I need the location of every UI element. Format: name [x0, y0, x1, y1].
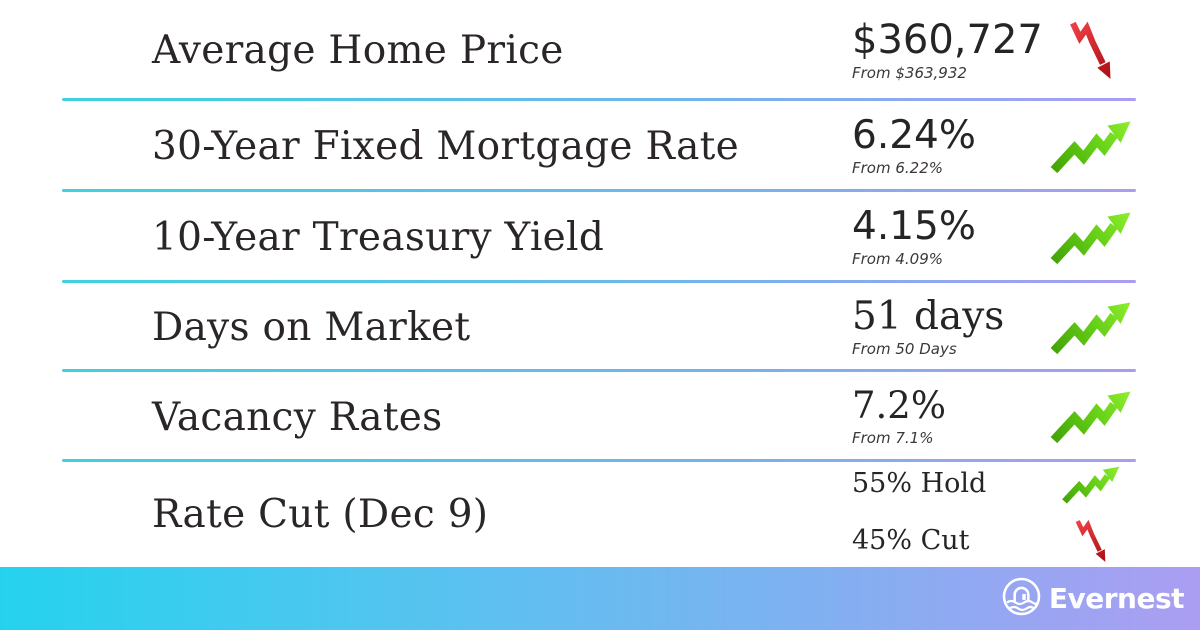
- metric-label: Rate Cut (Dec 9): [152, 492, 489, 537]
- metric-label: Days on Market: [152, 305, 471, 350]
- row-divider: [62, 369, 1136, 372]
- metric-label: 30-Year Fixed Mortgage Rate: [152, 124, 739, 169]
- metric-label: 10-Year Treasury Yield: [152, 215, 605, 260]
- metric-previous: From 4.09%: [852, 250, 944, 269]
- footer-bar: Evernest: [0, 567, 1200, 630]
- metric-label: Vacancy Rates: [152, 394, 443, 440]
- outcome-value: 45% Cut: [852, 524, 970, 556]
- row-divider: [62, 189, 1136, 192]
- trend-up-icon: [1022, 465, 1160, 505]
- row-divider: [62, 98, 1136, 101]
- metric-previous: From $363,932: [852, 64, 967, 82]
- metric-row-average-home-price: Average Home Price $360,727 From $363,93…: [0, 0, 1200, 101]
- metric-value: 4.15%: [852, 203, 976, 249]
- metric-row-rate-cut: Rate Cut (Dec 9) 55% Hold 45% Cut: [0, 462, 1200, 567]
- metric-row-mortgage-rate: 30-Year Fixed Mortgage Rate 6.24% From 6…: [0, 101, 1200, 192]
- metric-row-vacancy-rates: Vacancy Rates 7.2% From 7.1%: [0, 372, 1200, 462]
- outcome-hold: 55% Hold: [852, 465, 1160, 505]
- metric-value-block: 7.2% From 7.1%: [852, 384, 1022, 447]
- trend-up-icon: [1022, 210, 1160, 266]
- metric-value-block: 4.15% From 4.09%: [852, 203, 1022, 269]
- trend-down-icon: [1022, 19, 1160, 83]
- metric-previous: From 50 Days: [852, 340, 957, 359]
- metric-row-treasury-yield: 10-Year Treasury Yield 4.15% From 4.09%: [0, 192, 1200, 283]
- brand-wordmark: Evernest: [1048, 582, 1185, 615]
- trend-up-icon: [1022, 389, 1160, 445]
- metric-value: 51 days: [852, 293, 1005, 339]
- outcome-cut: 45% Cut: [852, 518, 1160, 565]
- row-divider: [62, 459, 1136, 462]
- metric-value: 7.2%: [852, 384, 946, 428]
- metric-previous: From 6.22%: [852, 159, 944, 178]
- evernest-logo-icon: [1001, 576, 1042, 621]
- metric-value-block: $360,727 From $363,932: [852, 17, 1043, 82]
- rate-cut-outcomes: 55% Hold 45% Cut: [852, 465, 1160, 565]
- metric-previous: From 7.1%: [852, 428, 934, 447]
- metrics-list: Average Home Price $360,727 From $363,93…: [0, 0, 1200, 567]
- metric-value: 6.24%: [852, 112, 976, 158]
- trend-up-icon: [1022, 119, 1160, 175]
- row-divider: [62, 280, 1136, 283]
- metric-value-block: 51 days From 50 Days: [852, 293, 1022, 359]
- metric-value: $360,727: [852, 17, 1043, 63]
- metric-label: Average Home Price: [152, 28, 564, 73]
- metric-row-days-on-market: Days on Market 51 days From 50 Days: [0, 283, 1200, 372]
- metric-value-block: 6.24% From 6.22%: [852, 112, 1022, 178]
- trend-down-icon: [1022, 518, 1160, 565]
- brand: Evernest: [1001, 576, 1185, 621]
- trend-up-icon: [1022, 300, 1160, 356]
- outcome-value: 55% Hold: [852, 468, 987, 500]
